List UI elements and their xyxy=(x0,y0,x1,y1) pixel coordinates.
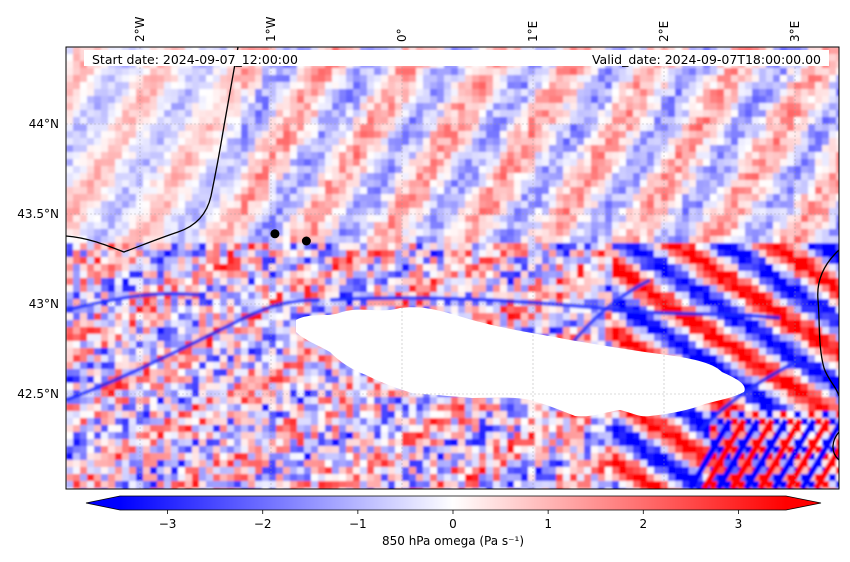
colorbar-ticks: −3 −2 −1 0 1 2 3 xyxy=(159,510,743,531)
longitude-tick-labels: 2°W 1°W 0° 1°E 2°E 3°E xyxy=(133,16,802,42)
colorbar-gradient xyxy=(120,496,786,510)
coastline-bay-of-biscay xyxy=(66,47,239,253)
longitude-tick-label: 0° xyxy=(395,28,409,42)
colorbar-label: 850 hPa omega (Pa s⁻¹) xyxy=(382,534,524,548)
longitude-tick-label: 1°E xyxy=(526,21,540,42)
header-background xyxy=(84,50,829,66)
colorbar-tick-label: −1 xyxy=(349,517,367,531)
latitude-tick-label: 44°N xyxy=(29,117,59,131)
station-marker xyxy=(301,236,311,246)
colorbar-tick-label: 1 xyxy=(544,517,552,531)
gridlines xyxy=(66,47,839,489)
longitude-tick-label: 2°E xyxy=(657,21,671,42)
terrain-mask xyxy=(296,307,745,417)
latitude-tick-label: 43°N xyxy=(29,297,59,311)
colorbar-tick-label: 0 xyxy=(449,517,457,531)
longitude-tick-label: 2°W xyxy=(133,16,147,42)
station-marker xyxy=(270,229,280,239)
colorbar-tick-label: −3 xyxy=(159,517,177,531)
latitude-tick-label: 43.5°N xyxy=(17,207,59,221)
station-markers xyxy=(270,229,311,246)
colorbar-tick-label: 3 xyxy=(735,517,743,531)
map-panel xyxy=(65,46,840,490)
omega-field xyxy=(66,47,839,489)
colorbar-extend-high xyxy=(786,496,821,510)
start-date-label: Start date: 2024-09-07_12:00:00 xyxy=(92,52,298,67)
coastline-mediterranean xyxy=(817,249,839,397)
longitude-tick-label: 3°E xyxy=(788,21,802,42)
colorbar-extend-low xyxy=(86,496,120,510)
header: Start date: 2024-09-07_12:00:00 Valid_da… xyxy=(84,50,829,67)
latitude-tick-label: 42.5°N xyxy=(17,387,59,401)
latitude-tick-labels: 44°N 43.5°N 43°N 42.5°N xyxy=(17,117,59,401)
valid-date-label: Valid_date: 2024-09-07T18:00:00.00 xyxy=(592,52,821,67)
colorbar-tick-label: 2 xyxy=(639,517,647,531)
longitude-tick-label: 1°W xyxy=(264,16,278,42)
coastline xyxy=(66,47,839,461)
colorbar: −3 −2 −1 0 1 2 3 850 hPa omega (Pa s⁻¹) xyxy=(85,495,822,548)
colorbar-tick-label: −2 xyxy=(254,517,272,531)
colorbar-outline xyxy=(85,495,822,511)
coastline-cap-creus xyxy=(832,431,839,461)
map-frame xyxy=(65,46,840,490)
